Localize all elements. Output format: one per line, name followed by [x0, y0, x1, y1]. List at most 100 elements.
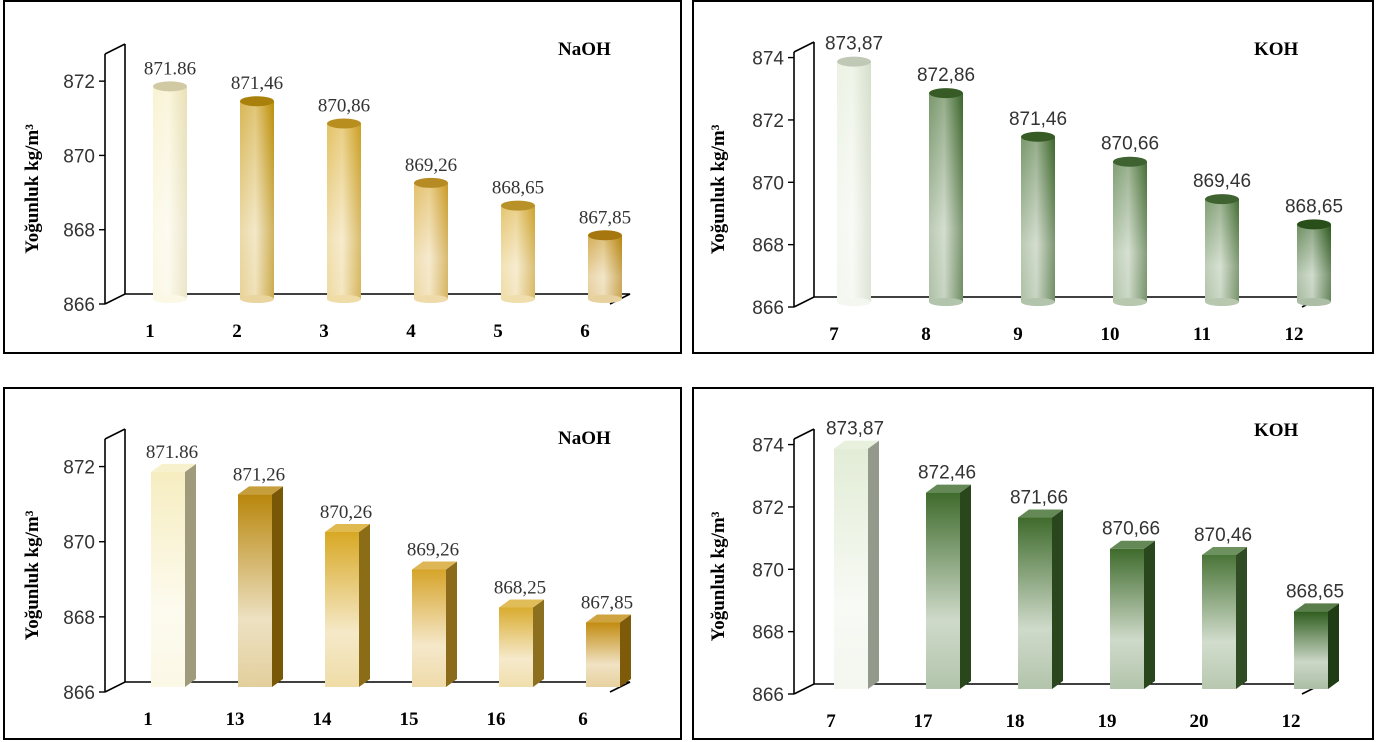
chart-svg: 866 868 870 872 874 Yoğunluk kg/m³ KOH 873,87 7 8… [708, 34, 1343, 345]
bar [1113, 156, 1147, 306]
bar-shading [414, 182, 448, 299]
bar [412, 561, 457, 687]
bar-front [1018, 517, 1052, 689]
bar-front [325, 531, 359, 687]
x-tick-label: 18 [1006, 711, 1025, 732]
y-tick-label: 870 [63, 533, 95, 554]
bar-shading [240, 101, 274, 299]
bar-front [1294, 611, 1328, 689]
bar-side [1144, 540, 1155, 689]
axis-floor [793, 683, 1323, 695]
y-axis-title: Yoğunluk kg/m³ [708, 124, 729, 254]
data-label: 871,26 [233, 464, 285, 485]
bar-base [837, 298, 871, 306]
bar [926, 484, 971, 689]
chart-svg: 866 868 870 872 Yoğunluk kg/m³ NaOH 871.86 1 871… [22, 39, 631, 342]
series-tag: NaOH [558, 428, 611, 449]
data-label: 872,86 [917, 65, 975, 86]
bar-top [588, 230, 622, 241]
bar-side [620, 614, 631, 687]
y-tick-label: 870 [752, 173, 784, 194]
bar-front [412, 569, 446, 687]
x-tick-label: 2 [232, 321, 242, 342]
x-tick-label: 11 [1193, 324, 1211, 345]
data-label: 870,66 [1102, 519, 1160, 540]
bar-shading [153, 86, 187, 299]
y-axis-top-line [104, 428, 126, 440]
bar [929, 88, 963, 306]
x-tick-label: 13 [226, 709, 245, 730]
y-tick-label: 866 [752, 685, 784, 706]
bar-front [151, 471, 185, 687]
x-tick-label: 7 [826, 711, 836, 732]
x-tick-label: 10 [1101, 324, 1120, 345]
y-tick-label: 866 [63, 683, 95, 704]
y-axis-top-line [104, 43, 126, 55]
bar-side [1328, 603, 1339, 689]
x-tick-label: 9 [1013, 324, 1023, 345]
bar-top [1110, 540, 1155, 549]
bar-shading [929, 93, 963, 302]
bar-top [1297, 219, 1331, 230]
bar-front [926, 492, 960, 689]
y-axis-top-line [793, 41, 815, 53]
bar-top [238, 486, 283, 495]
bar-top [499, 599, 544, 608]
bar-front [1202, 554, 1236, 689]
bar-side [272, 486, 283, 687]
bar-top [837, 56, 871, 67]
bar [1205, 194, 1239, 306]
bar-shading [837, 61, 871, 303]
bar-shading [327, 123, 361, 299]
x-tick-label: 4 [406, 321, 416, 342]
bar [834, 440, 879, 689]
bar-shading [1021, 136, 1055, 302]
data-label: 871,66 [1010, 488, 1068, 509]
bar-top [929, 88, 963, 99]
data-label: 868,65 [1285, 196, 1343, 217]
x-tick-label: 7 [829, 324, 839, 345]
bar-base [1297, 298, 1331, 306]
x-tick-label: 12 [1285, 324, 1304, 345]
bar [1021, 131, 1055, 306]
data-label: 873,87 [825, 34, 883, 55]
chart-panel-naoh-top: 866 868 870 872 Yoğunluk kg/m³ NaOH 871.86 1 871… [3, 0, 682, 354]
chart-svg: 866 868 870 872 Yoğunluk kg/m³ NaOH 871.86 1 871… [22, 428, 633, 730]
bar [1202, 546, 1247, 689]
bar-top [1205, 194, 1239, 205]
data-label: 872,46 [918, 463, 976, 484]
chart-panel-koh-bottom: 866 868 870 872 874 Yoğunluk kg/m³ KOH 873,87 7 8… [692, 387, 1374, 740]
bar [1110, 540, 1155, 689]
bar-top [240, 96, 274, 107]
y-tick-label: 866 [752, 298, 784, 319]
y-tick-label: 868 [63, 221, 95, 242]
x-tick-label: 12 [1282, 711, 1301, 732]
bar [240, 96, 274, 303]
bar-base [414, 295, 448, 303]
bar-front [238, 494, 272, 687]
bar-top [325, 523, 370, 532]
bar-base [1205, 298, 1239, 306]
bar-top [153, 81, 187, 92]
x-tick-label: 6 [580, 321, 590, 342]
y-axis-title: Yoğunluk kg/m³ [22, 124, 43, 254]
y-tick-label: 872 [63, 458, 95, 479]
bar-base [1021, 298, 1055, 306]
bar-front [834, 448, 868, 689]
bar-side [446, 561, 457, 687]
bar [501, 200, 535, 303]
data-label: 867,85 [581, 592, 633, 613]
data-label: 871.86 [144, 58, 196, 79]
y-tick-label: 872 [752, 111, 784, 132]
x-tick-label: 6 [578, 709, 588, 730]
bar-top [1294, 603, 1339, 612]
bar [588, 230, 622, 303]
bar-side [359, 523, 370, 687]
bar [1297, 219, 1331, 306]
bar-base [240, 295, 274, 303]
y-axis-title: Yoğunluk kg/m³ [22, 510, 43, 640]
bar-shading [1205, 199, 1239, 302]
data-label: 868,25 [494, 577, 546, 598]
bar [499, 599, 544, 687]
x-tick-label: 3 [319, 321, 329, 342]
